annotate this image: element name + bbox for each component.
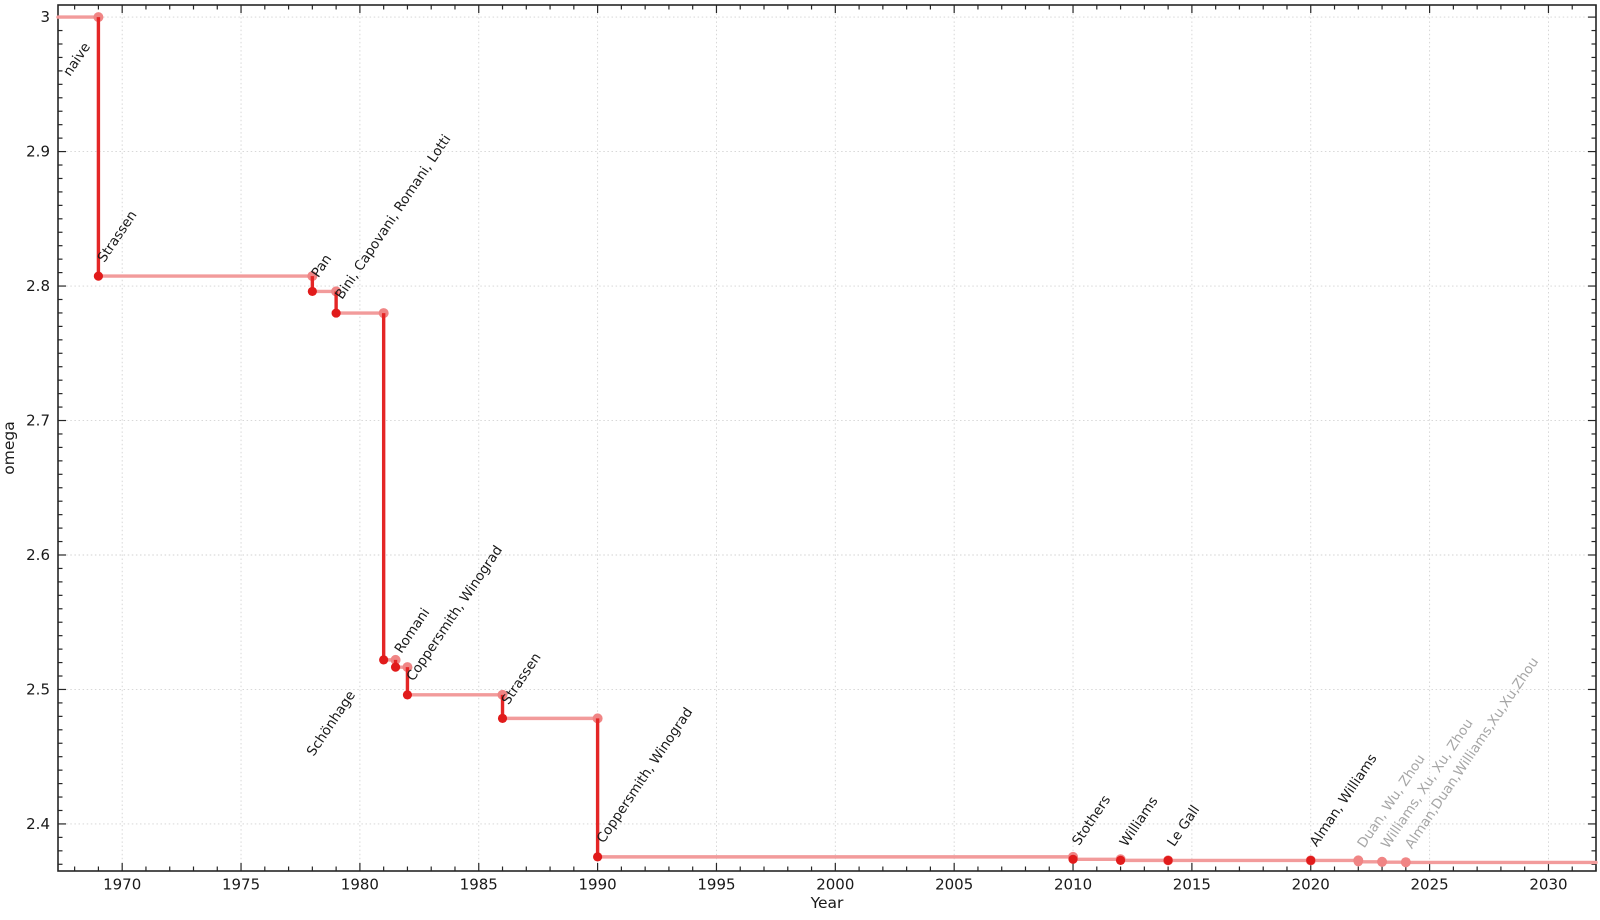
- data-point-marker: [1353, 857, 1363, 867]
- annotation-label: Le Gall: [1164, 802, 1203, 849]
- y-tick-label: 2.6: [26, 546, 50, 564]
- data-point-marker: [1068, 854, 1078, 864]
- annotation-label: Strassen: [499, 650, 545, 708]
- data-point-marker: [379, 655, 389, 665]
- x-tick-label: 1970: [103, 876, 141, 894]
- annotation-label: Williams: [1117, 794, 1162, 850]
- y-axis-label: omega: [0, 421, 18, 474]
- data-point-marker: [331, 308, 341, 318]
- annotation-label: Stothers: [1069, 792, 1114, 848]
- data-point-marker: [93, 271, 104, 281]
- y-tick-label: 2.7: [26, 412, 50, 430]
- x-tick-label: 2000: [816, 876, 854, 894]
- x-tick-label: 2025: [1411, 876, 1449, 894]
- x-tick-label: 1985: [460, 876, 498, 894]
- data-point-marker: [390, 662, 401, 672]
- data-point-marker: [593, 852, 603, 862]
- annotation-label: Strassen: [94, 208, 140, 266]
- data-point-marker: [1377, 857, 1387, 867]
- x-tick-label: 1990: [579, 876, 617, 894]
- y-tick-label: 3: [40, 8, 50, 26]
- data-point-marker: [1306, 855, 1316, 866]
- y-tick-label: 2.8: [26, 277, 50, 295]
- data-point-marker: [402, 690, 413, 700]
- y-tick-label: 2.9: [26, 143, 50, 161]
- x-tick-label: 2030: [1529, 876, 1567, 894]
- annotation-label: Alman,Duan,Williams,Xu,Xu,Zhou: [1402, 655, 1542, 852]
- data-point-marker: [1115, 855, 1126, 865]
- x-axis-label: Year: [810, 894, 844, 912]
- annotation-label: Schönhage: [304, 688, 359, 759]
- x-tick-label: 2005: [935, 876, 973, 894]
- x-tick-label: 1995: [697, 876, 735, 894]
- plot-frame: [57, 4, 1597, 872]
- chart-render-root: 1970 1975 1980 1985 1990 1995 2000 2005 2010 2015…: [26, 4, 1598, 894]
- annotation-label: naive: [60, 40, 94, 80]
- data-point-marker: [1401, 857, 1411, 868]
- x-tick-label: 1980: [341, 876, 379, 894]
- x-tick-label: 2015: [1173, 876, 1211, 894]
- y-tick-label: 2.4: [26, 815, 50, 833]
- data-point-marker: [307, 286, 317, 297]
- data-point-marker: [1163, 855, 1173, 866]
- y-tick-label: 2.5: [26, 680, 50, 698]
- annotation-label: Bini, Capovani, Romani, Lotti: [332, 132, 454, 302]
- x-tick-label: 2020: [1292, 876, 1330, 894]
- annotation-label: Coppersmith, Winograd: [594, 705, 697, 846]
- data-point-marker: [497, 713, 508, 723]
- x-tick-label: 2010: [1054, 876, 1092, 894]
- x-tick-label: 1975: [222, 876, 260, 894]
